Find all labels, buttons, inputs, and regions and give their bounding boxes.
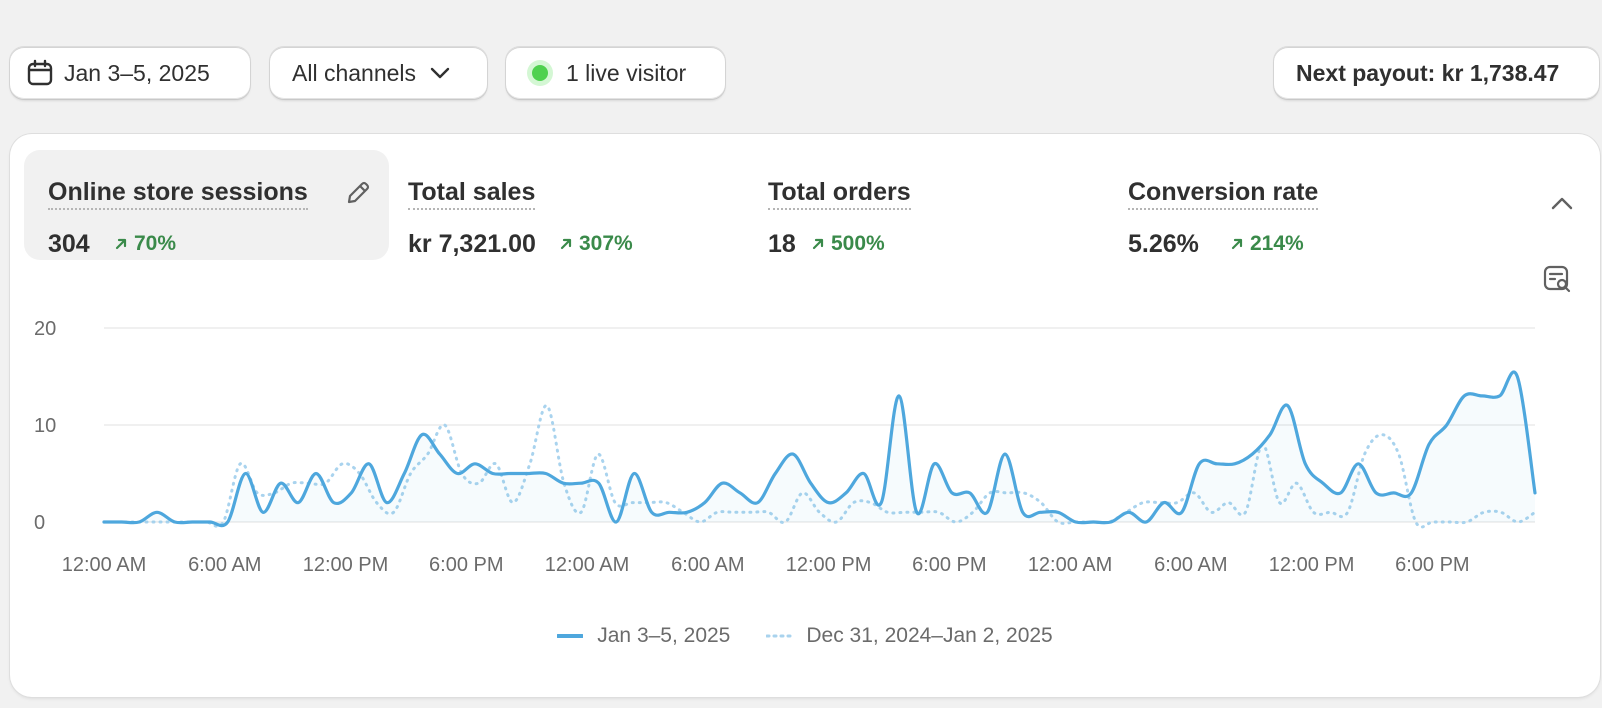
x-tick-label: 6:00 AM [188,554,261,576]
metric-change-value: 500% [831,232,885,255]
live-dot-icon [532,65,548,81]
x-tick-label: 12:00 PM [1269,554,1355,576]
chart-legend: Jan 3–5, 2025 Dec 31, 2024–Jan 2, 2025 [10,624,1600,648]
pencil-icon[interactable] [345,180,371,206]
metric-change-value: 307% [579,232,633,255]
metric-change-value: 214% [1250,232,1304,255]
next-payout-label: Next payout: kr 1,738.47 [1296,59,1560,86]
legend-label: Jan 3–5, 2025 [597,624,731,647]
x-tick-label: 12:00 AM [62,554,147,576]
x-tick-label: 12:00 AM [1028,554,1113,576]
arrow-up-right-icon [115,238,127,250]
x-tick-label: 6:00 PM [1395,554,1469,576]
analytics-card: Online store sessions 304 70% Total sale… [10,134,1600,697]
metric-title: Conversion rate [1128,178,1319,210]
metric-change-value: 70% [134,232,177,255]
metric-title: Total orders [768,178,911,210]
legend-item-comparison[interactable]: Dec 31, 2024–Jan 2, 2025 [766,624,1053,648]
metric-value: 5.26% [1128,230,1199,258]
x-tick-label: 12:00 AM [545,554,630,576]
metric-change: 307% [559,232,633,256]
legend-swatch-solid [557,634,584,638]
x-tick-label: 6:00 PM [429,554,503,576]
metric-change: 214% [1230,232,1304,256]
metric-title: Total sales [408,178,536,210]
legend-swatch-dotted [766,634,793,638]
y-tick-label: 10 [34,415,56,437]
calendar-icon [27,59,53,86]
next-payout-button[interactable]: Next payout: kr 1,738.47 [1274,47,1599,99]
metric-value: kr 7,321.00 [408,230,536,258]
chevron-down-icon [430,67,450,79]
series-line-current [102,370,1537,528]
metric-total-sales[interactable]: Total sales kr 7,321.00 307% [384,150,749,260]
arrow-up-right-icon [812,238,824,250]
y-tick-label: 20 [34,318,56,340]
arrow-up-right-icon [1231,238,1243,250]
metric-value: 18 [768,230,796,258]
metric-total-orders[interactable]: Total orders 18 500% [744,150,1109,260]
metric-online-store-sessions[interactable]: Online store sessions 304 70% [24,150,389,260]
date-range-picker[interactable]: Jan 3–5, 2025 [10,47,250,99]
x-tick-label: 12:00 PM [303,554,389,576]
search-report-icon[interactable] [1542,264,1572,294]
x-tick-label: 6:00 PM [912,554,986,576]
metric-change: 500% [811,232,885,256]
date-range-label: Jan 3–5, 2025 [64,59,210,86]
metric-conversion-rate[interactable]: Conversion rate 5.26% 214% [1104,150,1469,260]
legend-item-current[interactable]: Jan 3–5, 2025 [557,624,730,648]
channel-filter-label: All channels [292,59,417,86]
metric-change: 70% [114,232,176,256]
x-tick-label: 12:00 PM [786,554,872,576]
chevron-up-icon[interactable] [1549,194,1575,214]
legend-label: Dec 31, 2024–Jan 2, 2025 [806,624,1053,647]
metric-value: 304 [48,230,90,258]
metric-title: Online store sessions [48,178,308,210]
sessions-line-chart: 0 10 20 12:00 AM 6:00 AM 12:00 PM 6:00 PM 12:00… [34,318,1537,576]
channel-filter-dropdown[interactable]: All channels [270,47,487,99]
x-tick-label: 6:00 AM [1154,554,1227,576]
y-tick-label: 0 [34,512,45,534]
live-visitor-button[interactable]: 1 live visitor [506,47,725,99]
x-tick-label: 6:00 AM [671,554,744,576]
live-visitor-label: 1 live visitor [566,59,687,86]
arrow-up-right-icon [560,238,572,250]
series-line-comparison [102,404,1537,529]
series-area-current [104,371,1535,526]
